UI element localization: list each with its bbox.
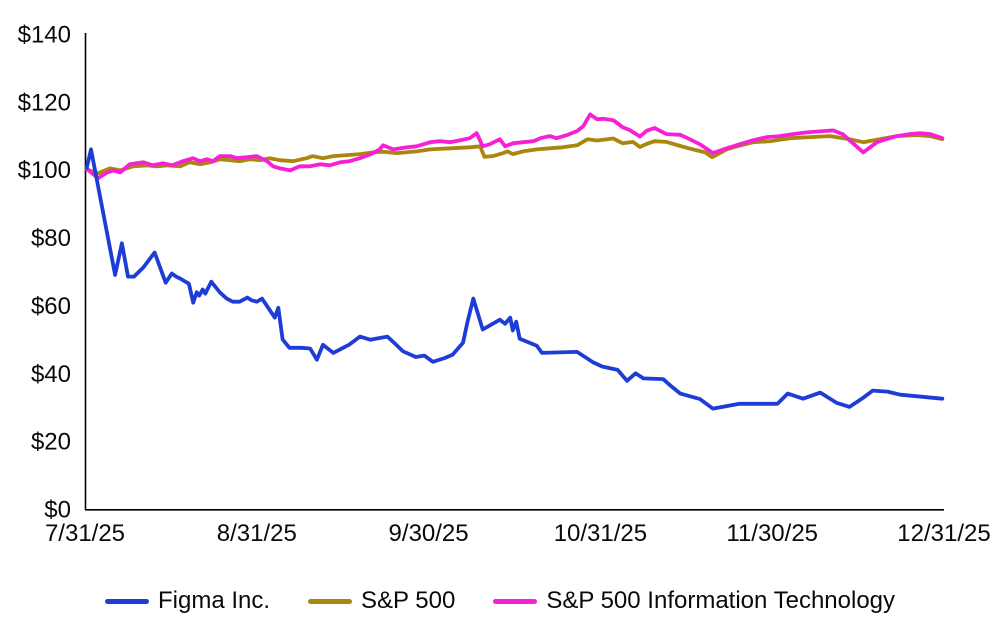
legend-label-sp500-it: S&P 500 Information Technology <box>546 587 896 614</box>
y-tick-label: $140 <box>18 22 71 49</box>
legend-label-figma: Figma Inc. <box>157 587 271 614</box>
figma-line-swatch <box>104 598 149 604</box>
sp500-line-swatch <box>308 598 353 604</box>
series-line-figma-inc <box>84 147 945 411</box>
y-tick-label: $40 <box>31 361 71 388</box>
legend-item-sp500-it: S&P 500 Information Technology <box>493 587 896 614</box>
x-tick-label: 11/30/25 <box>726 520 818 547</box>
x-tick-label: 9/30/25 <box>389 520 469 547</box>
x-tick-label: 7/31/25 <box>45 520 125 547</box>
series-line-s-p-500 <box>84 133 945 176</box>
chart-canvas: $0 $20 $40 $60 $80 $100 $120 $140 7/31/25 8/31/25… <box>18 22 991 548</box>
sp500-it-line-swatch <box>493 598 538 604</box>
y-tick-label: $20 <box>31 429 71 456</box>
y-tick-label: $120 <box>18 89 71 116</box>
series-line-s-p-500-information-technology <box>85 112 945 181</box>
y-tick-label: $0 <box>44 497 71 524</box>
x-tick-label: 10/31/25 <box>554 520 647 547</box>
chart-legend: Figma Inc. S&P 500 S&P 500 Information T… <box>0 587 1000 614</box>
legend-label-sp500: S&P 500 <box>361 587 456 614</box>
legend-item-figma: Figma Inc. <box>104 587 271 614</box>
y-tick-label: $80 <box>31 225 71 252</box>
y-tick-label: $100 <box>18 157 71 184</box>
x-tick-label: 12/31/25 <box>897 520 990 547</box>
x-tick-label: 8/31/25 <box>217 520 297 547</box>
y-tick-label: $60 <box>31 293 71 320</box>
legend-item-sp500: S&P 500 <box>308 587 456 614</box>
